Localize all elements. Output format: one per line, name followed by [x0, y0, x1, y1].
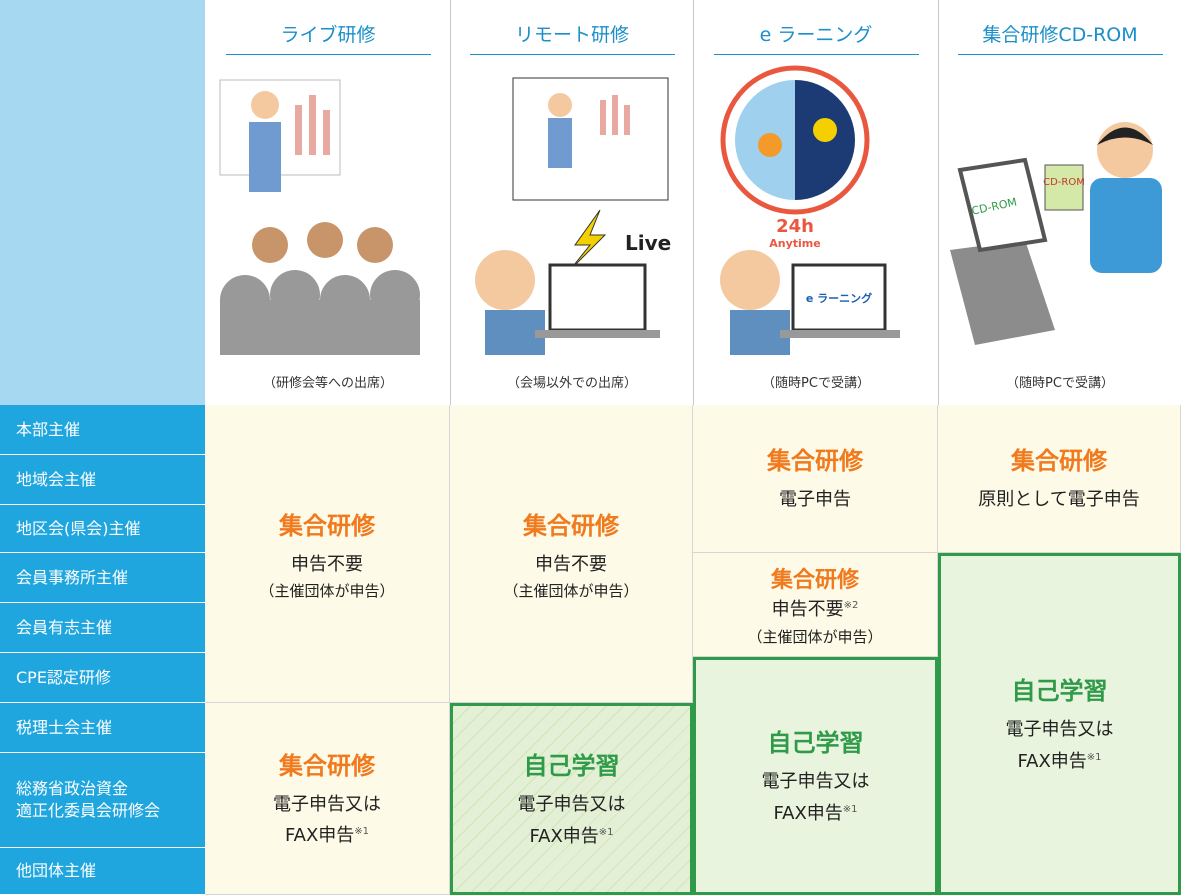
cell-text-part: FAX申告: [284, 825, 355, 846]
cell-text-part: 電子申告又は: [517, 794, 626, 815]
column-caption: （随時PCで受講）: [762, 376, 870, 391]
cell-text: 電子申告又は: [1006, 714, 1114, 746]
cell-text: 電子申告: [779, 484, 851, 516]
cell-text-part: FAX申告: [1017, 750, 1087, 772]
footnote-mark: ※1: [598, 826, 614, 838]
presenter: [251, 91, 279, 119]
cell-heading: 集合研修: [279, 751, 375, 780]
cell: 集合研修電子申告又は FAX申告※1: [205, 703, 450, 895]
column-caption: （研修会等への出席）: [262, 376, 393, 391]
cell-text-part: 申告不要: [291, 553, 363, 575]
cell-heading: 集合研修: [279, 511, 375, 540]
cell: 自己学習電子申告又は FAX申告※1: [938, 553, 1181, 895]
cell: 集合研修申告不要 （主催団体が申告）: [450, 405, 693, 703]
row-label: 会員事務所主催: [0, 553, 205, 603]
cell-text-part: 電子申告又は: [1005, 719, 1114, 740]
illustration-label: 24h: [776, 216, 814, 237]
row-label: 会員有志主催: [0, 603, 205, 653]
footnote-mark: ※2: [843, 600, 859, 612]
footnote-mark: ※1: [354, 826, 370, 837]
column-divider: [938, 0, 939, 405]
cell-heading: 自己学習: [1011, 677, 1108, 705]
cell: 集合研修 申告不要※2 （主催団体が申告）: [693, 553, 938, 657]
cell-text: 申告不要: [535, 549, 607, 581]
column-divider: [693, 0, 694, 405]
cell-text: FAX申告※1: [529, 821, 613, 853]
cell-text-part: FAX申告: [773, 802, 843, 824]
illustration-label: e ラーニング: [806, 291, 872, 305]
cell-heading: 集合研修: [767, 447, 863, 476]
title-underline: [713, 54, 919, 55]
cell-text: FAX申告※1: [773, 798, 857, 830]
cell-text: FAX申告※1: [285, 820, 369, 852]
column-caption: （会場以外での出席）: [506, 376, 637, 391]
cell: 集合研修原則として電子申告: [938, 405, 1181, 553]
cell-text-part: 電子申告又は: [761, 771, 870, 792]
cell-heading: 自己学習: [767, 729, 864, 757]
footnote-mark: ※1: [1086, 751, 1102, 763]
column-divider: [450, 0, 451, 405]
row-label: 税理士会主催: [0, 703, 205, 753]
cell-heading: 集合研修: [770, 568, 859, 594]
cell: 自己学習電子申告又は FAX申告※1: [693, 657, 938, 895]
cell-text: 電子申告又は: [762, 766, 870, 798]
row-label: 本部主催: [0, 405, 205, 455]
cell-text: 申告不要: [291, 549, 363, 581]
cell-text-part: FAX申告: [529, 825, 599, 847]
row-label: 他団体主催: [0, 848, 205, 895]
cell-text-part: 原則として電子申告: [978, 489, 1140, 511]
cell-subtext: （主催団体が申告）: [259, 582, 395, 601]
cell-text: 申告不要※2: [772, 594, 859, 626]
column-title: 集合研修CD-ROM: [982, 24, 1138, 46]
cell-text: 電子申告又は: [518, 789, 626, 821]
cell: 集合研修申告不要 （主催団体が申告）: [205, 405, 450, 703]
column-title: e ラーニング: [759, 24, 873, 46]
cell-text-part: 申告不要: [535, 553, 607, 575]
title-underline: [957, 54, 1163, 55]
illustration-label: CD-ROM: [1043, 177, 1085, 188]
illustration-label: Live: [625, 231, 671, 255]
column-title: リモート研修: [514, 24, 629, 46]
cell-text: FAX申告※1: [1017, 746, 1101, 778]
cell-text-part: 電子申告又は: [273, 793, 381, 815]
cell-subtext: （主催団体が申告）: [747, 627, 883, 646]
cell-heading: 集合研修: [523, 511, 619, 540]
row-label: 地域会主催: [0, 455, 205, 505]
title-underline: [469, 54, 675, 55]
cell-subtext: （主催団体が申告）: [503, 582, 639, 601]
footnote-mark: ※1: [842, 803, 858, 815]
corner: [0, 0, 205, 405]
cell-heading: 集合研修: [1011, 447, 1107, 476]
column-title: ライブ研修: [280, 24, 376, 46]
cell: 自己学習電子申告又は FAX申告※1: [450, 703, 693, 895]
row-label: CPE認定研修: [0, 653, 205, 703]
cell-text-part: 電子申告: [779, 489, 851, 511]
illustration-label: Anytime: [769, 237, 820, 250]
cell-text: 原則として電子申告: [978, 484, 1139, 516]
cell-text-part: 申告不要: [771, 599, 844, 621]
row-label: 地区会(県会)主催: [0, 505, 205, 553]
cell-text: 電子申告又は: [273, 789, 381, 821]
illustrations: Live 24h Anytime e ラーニング CD-ROM CD-ROM: [219, 65, 1162, 355]
row-label: 総務省政治資金 適正化委員会研修会: [0, 753, 205, 848]
title-underline: [225, 54, 431, 55]
cell-heading: 自己学習: [523, 752, 620, 780]
cell: 集合研修 電子申告: [693, 405, 938, 553]
column-caption: （随時PCで受講）: [1006, 376, 1114, 391]
